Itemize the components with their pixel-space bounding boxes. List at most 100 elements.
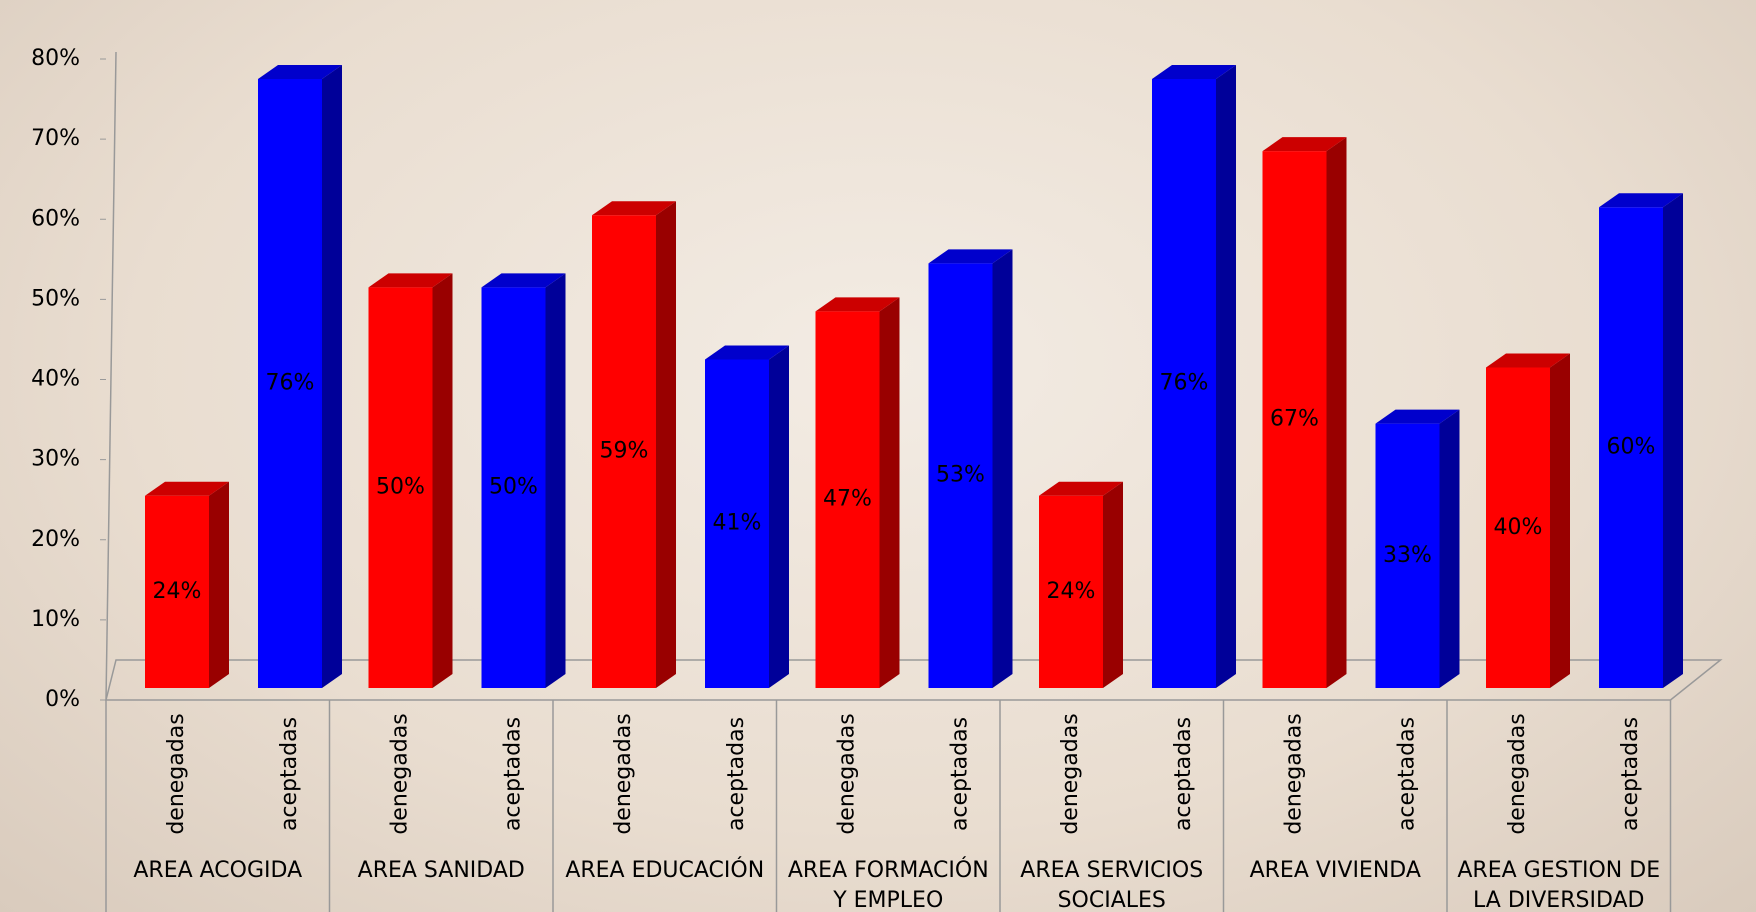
bar-side bbox=[1439, 409, 1460, 688]
y-tick-label: 30% bbox=[31, 447, 80, 472]
bar bbox=[258, 65, 342, 689]
group-label: AREA SERVICIOS SOCIALES bbox=[1020, 858, 1204, 912]
value-label: 24% bbox=[153, 579, 202, 604]
bar-front bbox=[368, 287, 433, 688]
value-label: 76% bbox=[1160, 371, 1209, 396]
value-label: 59% bbox=[600, 439, 649, 464]
value-label: 33% bbox=[1383, 543, 1432, 568]
value-label: 50% bbox=[376, 475, 425, 500]
sub-category-label: aceptadas bbox=[724, 717, 749, 831]
bar-side bbox=[1663, 193, 1683, 688]
sub-category-label: aceptadas bbox=[1395, 717, 1420, 831]
bar-top bbox=[145, 481, 229, 496]
bar-front bbox=[145, 495, 209, 688]
bar-side bbox=[322, 65, 342, 689]
bar bbox=[368, 273, 453, 688]
bar-side bbox=[545, 273, 566, 688]
sub-category-label: denegadas bbox=[1505, 713, 1530, 834]
bar-front bbox=[258, 79, 322, 689]
sub-category-label: denegadas bbox=[835, 713, 860, 834]
value-label: 53% bbox=[936, 463, 985, 488]
y-tick-label: 70% bbox=[31, 126, 80, 151]
value-label: 67% bbox=[1270, 407, 1319, 432]
bar-top bbox=[1599, 193, 1683, 208]
bar bbox=[592, 201, 676, 688]
value-label: 40% bbox=[1494, 515, 1543, 540]
y-tick-label: 60% bbox=[31, 206, 80, 231]
bar-side bbox=[432, 273, 453, 688]
bar-front bbox=[1599, 207, 1663, 688]
bar-top bbox=[592, 201, 676, 216]
sub-category-label: denegadas bbox=[164, 713, 189, 834]
group-label: AREA VIVIENDA bbox=[1249, 858, 1421, 883]
bar bbox=[481, 273, 566, 688]
bar-front bbox=[705, 359, 769, 688]
sub-category-label: aceptadas bbox=[948, 717, 973, 831]
y-tick-label: 0% bbox=[45, 687, 80, 712]
bar-top bbox=[928, 249, 1013, 264]
value-label: 76% bbox=[266, 371, 315, 396]
bar-top bbox=[1039, 481, 1123, 496]
sub-category-label: aceptadas bbox=[1171, 717, 1196, 831]
bar-front bbox=[1375, 423, 1440, 688]
sub-category-label: denegadas bbox=[611, 713, 636, 834]
group-label: AREA GESTION DE LA DIVERSIDAD bbox=[1457, 858, 1661, 912]
bar-front bbox=[1152, 79, 1216, 689]
bar bbox=[815, 297, 900, 688]
value-label: 50% bbox=[489, 475, 538, 500]
bar bbox=[1152, 65, 1236, 689]
bar-front bbox=[481, 287, 546, 688]
sub-category-label: aceptadas bbox=[501, 717, 526, 831]
sub-category-label: denegadas bbox=[1058, 713, 1083, 834]
floor bbox=[105, 659, 1723, 701]
bar-front bbox=[815, 311, 880, 688]
bar-top bbox=[368, 273, 453, 288]
y-tick-label: 50% bbox=[31, 286, 80, 311]
group-label: AREA SANIDAD bbox=[357, 858, 525, 883]
bar-side bbox=[769, 345, 789, 688]
value-label: 47% bbox=[823, 487, 872, 512]
group-label: AREA FORMACIÓN Y EMPLEO bbox=[787, 858, 989, 912]
bar-top bbox=[1152, 65, 1236, 80]
sub-category-label: aceptadas bbox=[277, 717, 302, 831]
bar-top bbox=[1375, 409, 1460, 424]
bar bbox=[1262, 137, 1347, 689]
bar-top bbox=[815, 297, 900, 312]
bar bbox=[1486, 353, 1570, 688]
bar bbox=[145, 481, 229, 688]
bar-top bbox=[258, 65, 342, 80]
bar-side bbox=[1103, 481, 1123, 688]
y-tick-label: 20% bbox=[31, 527, 80, 552]
bar-front bbox=[592, 215, 656, 688]
sub-category-label: aceptadas bbox=[1618, 717, 1643, 831]
bar-top bbox=[1486, 353, 1570, 368]
value-label: 41% bbox=[713, 511, 762, 536]
bar-side bbox=[656, 201, 676, 688]
bar-top bbox=[1262, 137, 1347, 152]
bar-top bbox=[705, 345, 789, 360]
value-label: 24% bbox=[1047, 579, 1096, 604]
bar bbox=[928, 249, 1013, 688]
bar-front bbox=[1486, 367, 1550, 688]
sub-category-label: denegadas bbox=[1282, 713, 1307, 834]
y-tick-label: 80% bbox=[31, 46, 80, 71]
bar-side bbox=[209, 481, 229, 688]
bar-front bbox=[1039, 495, 1103, 688]
bar bbox=[705, 345, 789, 688]
group-label: AREA EDUCACIÓN bbox=[565, 858, 765, 883]
bar bbox=[1375, 409, 1460, 688]
y-axis bbox=[105, 51, 117, 701]
y-tick-label: 10% bbox=[31, 607, 80, 632]
bar-side bbox=[1550, 353, 1570, 688]
bar-front bbox=[928, 263, 993, 688]
bar-side bbox=[1326, 137, 1347, 689]
bar-side bbox=[1216, 65, 1236, 689]
bar-side bbox=[992, 249, 1013, 688]
bar-top bbox=[481, 273, 566, 288]
bar bbox=[1039, 481, 1123, 688]
y-tick-label: 40% bbox=[31, 367, 80, 392]
group-label: AREA ACOGIDA bbox=[133, 858, 303, 883]
bar bbox=[1599, 193, 1683, 688]
